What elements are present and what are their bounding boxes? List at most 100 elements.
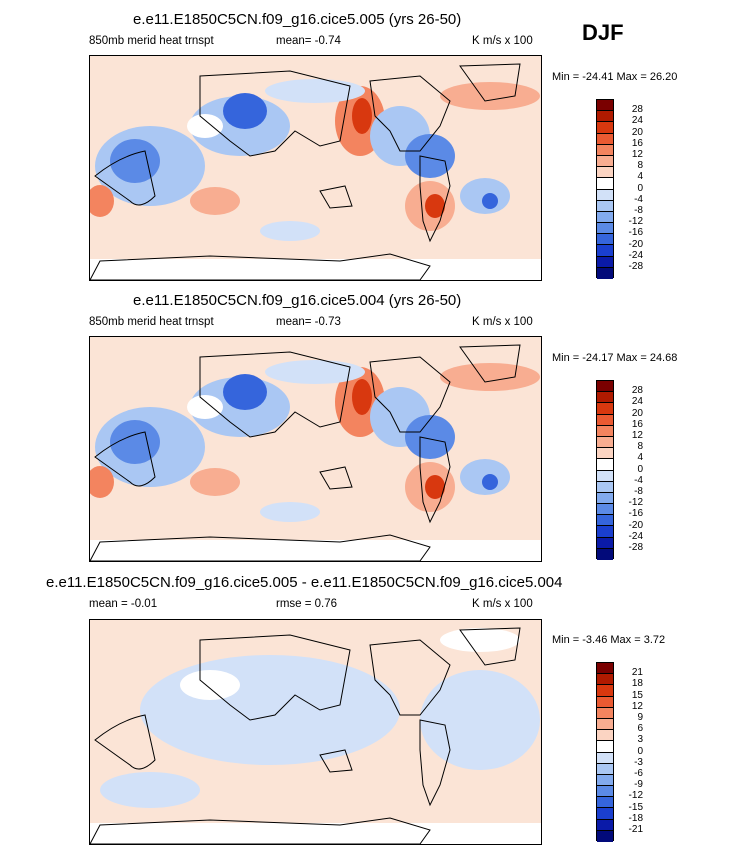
colorbar-swatch (597, 133, 613, 145)
colorbar-swatch (597, 808, 613, 820)
colorbar-tick-label: 0 (637, 745, 643, 757)
colorbar-tick-label: -6 (634, 768, 643, 779)
panel2-min-max: Min = -24.17 Max = 24.68 (552, 352, 678, 364)
colorbar-swatch (597, 548, 613, 560)
colorbar-tick-label: 20 (631, 126, 643, 138)
panel3-rmse-label: rmse = 0.76 (276, 598, 338, 610)
colorbar-swatch (597, 448, 613, 460)
colorbar-tick-label: -28 (628, 542, 643, 553)
colorbar-tick-label: -20 (628, 238, 643, 250)
colorbar-swatch (597, 256, 613, 268)
colorbar-tick-label: -9 (634, 779, 643, 791)
colorbar-swatch (597, 267, 613, 279)
colorbar-tick-label: -18 (628, 812, 643, 824)
colorbar-swatch (597, 537, 613, 549)
colorbar-tick-label: 12 (631, 149, 643, 160)
colorbar-swatch (597, 752, 613, 764)
panel3-mean-label: mean = -0.01 (89, 598, 158, 610)
panel1-colorbar-swatches (596, 99, 614, 279)
panel2-colorbar-swatches (596, 380, 614, 560)
colorbar-swatch (597, 763, 613, 775)
colorbar-tick-label: -4 (634, 193, 643, 205)
colorbar-swatch (597, 504, 613, 516)
colorbar-tick-label: -15 (628, 801, 643, 813)
colorbar-swatch (597, 403, 613, 415)
colorbar-swatch (597, 155, 613, 168)
panel2-contour-field (90, 337, 541, 561)
colorbar-tick-label: -3 (634, 756, 643, 768)
colorbar-tick-label: -24 (628, 249, 643, 261)
panel1-variable-label: 850mb merid heat trnspt (89, 35, 214, 47)
colorbar-swatch (597, 122, 613, 134)
colorbar-swatch (597, 674, 613, 686)
colorbar-tick-label: -12 (628, 497, 643, 509)
colorbar-swatch (597, 685, 613, 697)
colorbar-swatch (597, 459, 613, 471)
colorbar-tick-label: -12 (628, 216, 643, 228)
panel2-map (89, 336, 542, 562)
panel2-units-label: K m/s x 100 (472, 316, 533, 328)
colorbar-swatch (597, 492, 613, 505)
colorbar-swatch (597, 730, 613, 742)
colorbar-tick-label: 12 (631, 430, 643, 441)
colorbar-tick-label: 8 (637, 441, 643, 453)
colorbar-tick-label: 28 (631, 104, 643, 116)
colorbar-swatch (597, 797, 613, 809)
colorbar-swatch (597, 774, 613, 787)
panel1-min-max: Min = -24.41 Max = 26.20 (552, 71, 678, 83)
colorbar-swatch (597, 100, 613, 112)
panel3-units-label: K m/s x 100 (472, 598, 533, 610)
colorbar-tick-label: 16 (631, 418, 643, 430)
colorbar-tick-label: -24 (628, 530, 643, 542)
colorbar-swatch (597, 111, 613, 123)
colorbar-tick-label: -20 (628, 519, 643, 531)
panel2-mean-label: mean= -0.73 (276, 316, 341, 328)
colorbar-swatch (597, 414, 613, 426)
colorbar-swatch (597, 178, 613, 190)
colorbar-swatch (597, 144, 613, 156)
colorbar-tick-label: -12 (628, 790, 643, 802)
panel3-contour-field (90, 620, 541, 844)
colorbar-tick-label: 15 (631, 689, 643, 701)
colorbar-tick-label: -16 (628, 227, 643, 239)
colorbar-swatch (597, 481, 613, 493)
colorbar-tick-label: 0 (637, 182, 643, 194)
colorbar-swatch (597, 526, 613, 538)
colorbar-swatch (597, 696, 613, 708)
colorbar-tick-label: 6 (637, 723, 643, 735)
colorbar-tick-label: 0 (637, 463, 643, 475)
panel3-min-max: Min = -3.46 Max = 3.72 (552, 634, 666, 646)
panel1-units-label: K m/s x 100 (472, 35, 533, 47)
colorbar-swatch (597, 707, 613, 719)
colorbar-tick-label: 8 (637, 160, 643, 172)
colorbar-tick-label: -4 (634, 474, 643, 486)
colorbar-swatch (597, 392, 613, 404)
colorbar-swatch (597, 515, 613, 527)
panel3-title: e.e11.E1850C5CN.f09_g16.cice5.005 - e.e1… (46, 574, 563, 591)
season-label: DJF (582, 20, 624, 45)
colorbar-tick-label: 18 (631, 678, 643, 690)
colorbar-swatch (597, 234, 613, 246)
colorbar-tick-label: -28 (628, 261, 643, 272)
colorbar-tick-label: 16 (631, 137, 643, 149)
panel1-mean-label: mean= -0.74 (276, 35, 341, 47)
panel2-variable-label: 850mb merid heat trnspt (89, 316, 214, 328)
colorbar-tick-label: 4 (637, 171, 643, 183)
colorbar-swatch (597, 211, 613, 224)
colorbar-swatch (597, 819, 613, 831)
colorbar-tick-label: 28 (631, 385, 643, 397)
colorbar-swatch (597, 786, 613, 798)
colorbar-swatch (597, 189, 613, 201)
colorbar-swatch (597, 718, 613, 731)
colorbar-swatch (597, 167, 613, 179)
colorbar-swatch (597, 663, 613, 675)
colorbar-tick-label: 21 (631, 667, 643, 679)
colorbar-swatch (597, 223, 613, 235)
colorbar-tick-label: 20 (631, 407, 643, 419)
colorbar-swatch (597, 436, 613, 449)
panel1-contour-field (90, 56, 541, 280)
colorbar-tick-label: -8 (634, 205, 643, 216)
panel3-map (89, 619, 542, 845)
colorbar-swatch (597, 425, 613, 437)
panel1-title: e.e11.E1850C5CN.f09_g16.cice5.005 (yrs 2… (133, 11, 462, 28)
